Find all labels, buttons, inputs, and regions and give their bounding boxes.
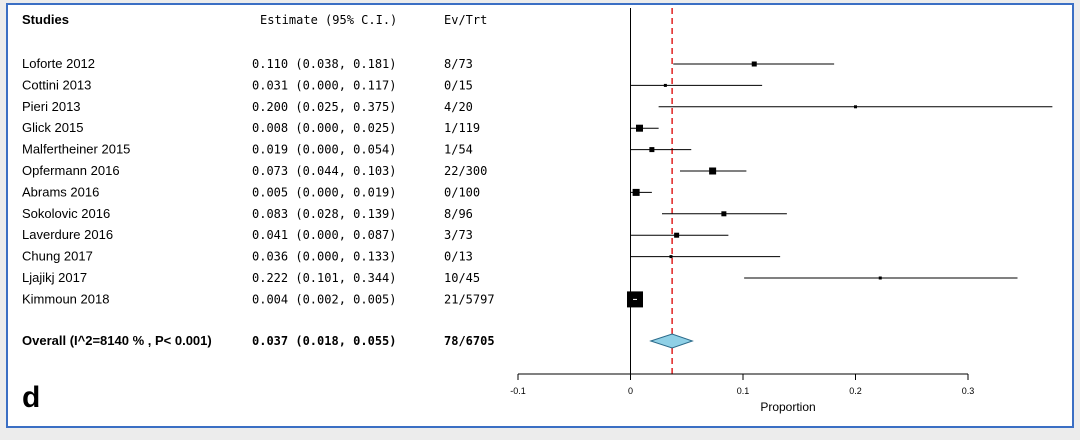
study-evtrt: 0/13: [444, 250, 473, 264]
overall-label: Overall (I^2=8140 % , P< 0.001): [22, 333, 212, 348]
header-studies: Studies: [22, 12, 69, 27]
study-estimate: 0.019 (0.000, 0.054): [252, 143, 397, 157]
point-estimate: [632, 188, 640, 196]
overall-evtrt: 78/6705: [444, 334, 495, 348]
study-estimate: 0.110 (0.038, 0.181): [252, 57, 397, 71]
point-estimate: [709, 167, 717, 175]
forest-plot: Studies Estimate (95% C.I.) Ev/Trt Loforte …: [22, 8, 1053, 414]
header-evtrt: Ev/Trt: [444, 13, 487, 27]
study-evtrt: 1/54: [444, 143, 473, 157]
x-axis-label: Proportion: [760, 400, 815, 414]
forest-plot-panel: Studies Estimate (95% C.I.) Ev/Trt Loforte …: [6, 3, 1074, 428]
point-estimate: [878, 276, 882, 280]
study-evtrt: 4/20: [444, 100, 473, 114]
study-evtrt: 8/73: [444, 57, 473, 71]
study-evtrt: 1/119: [444, 121, 480, 135]
x-tick-label: 0.3: [962, 386, 975, 396]
study-name: Malfertheiner 2015: [22, 142, 130, 157]
point-estimate: [669, 255, 673, 259]
study-estimate: 0.083 (0.028, 0.139): [252, 207, 397, 221]
study-name: Kimmoun 2018: [22, 291, 109, 306]
point-estimate: [636, 124, 643, 132]
study-name: Sokolovic 2016: [22, 206, 110, 221]
x-tick-label: -0.1: [510, 386, 526, 396]
study-evtrt: 10/45: [444, 271, 480, 285]
study-estimate: 0.041 (0.000, 0.087): [252, 228, 397, 242]
study-evtrt: 8/96: [444, 207, 473, 221]
study-evtrt: 21/5797: [444, 292, 495, 306]
study-estimate: 0.005 (0.000, 0.019): [252, 185, 397, 199]
study-estimate: 0.036 (0.000, 0.133): [252, 250, 397, 264]
study-estimate: 0.031 (0.000, 0.117): [252, 78, 397, 92]
study-name: Pieri 2013: [22, 99, 81, 114]
study-name: Cottini 2013: [22, 77, 91, 92]
study-estimate: 0.073 (0.044, 0.103): [252, 164, 397, 178]
overall-diamond: [649, 333, 694, 349]
study-estimate: 0.008 (0.000, 0.025): [252, 121, 397, 135]
x-tick-label: 0: [628, 386, 633, 396]
x-tick-label: 0.1: [737, 386, 750, 396]
point-estimate: [751, 61, 757, 67]
study-evtrt: 3/73: [444, 228, 473, 242]
study-name: Loforte 2012: [22, 56, 95, 71]
study-name: Chung 2017: [22, 249, 93, 264]
study-evtrt: 22/300: [444, 164, 487, 178]
study-name: Ljajikj 2017: [22, 270, 87, 285]
study-evtrt: 0/100: [444, 185, 480, 199]
point-estimate: [649, 147, 655, 153]
header-estimate: Estimate (95% C.I.): [260, 13, 397, 27]
overall-estimate: 0.037 (0.018, 0.055): [252, 334, 397, 348]
panel-label: d: [22, 381, 41, 414]
point-estimate: [721, 211, 727, 217]
study-estimate: 0.200 (0.025, 0.375): [252, 100, 397, 114]
study-name: Opfermann 2016: [22, 163, 120, 178]
point-estimate: [663, 83, 667, 87]
study-name: Abrams 2016: [22, 184, 99, 199]
x-tick-label: 0.2: [849, 386, 862, 396]
study-estimate: 0.222 (0.101, 0.344): [252, 271, 397, 285]
point-estimate: [674, 232, 680, 238]
study-evtrt: 0/15: [444, 78, 473, 92]
study-name: Laverdure 2016: [22, 227, 113, 242]
study-name: Glick 2015: [22, 120, 83, 135]
point-estimate: [854, 105, 857, 109]
study-estimate: 0.004 (0.002, 0.005): [252, 292, 397, 306]
